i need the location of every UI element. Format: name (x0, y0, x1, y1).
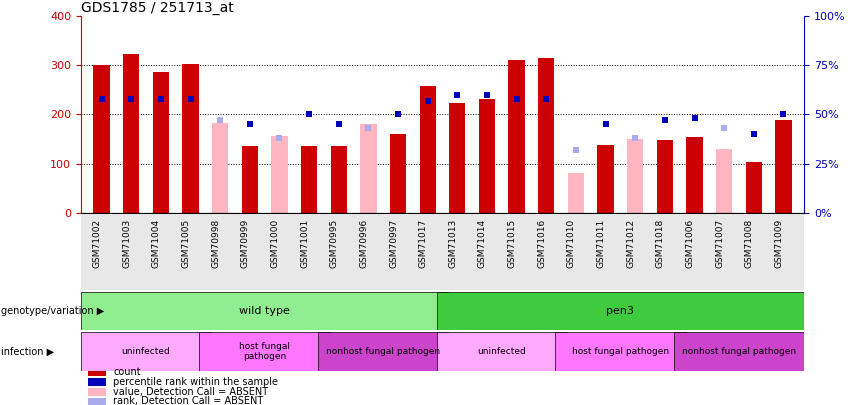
Bar (88, 388, 106, 396)
Bar (318, 332, 448, 371)
Bar (674, 332, 804, 371)
Text: GSM71003: GSM71003 (123, 218, 131, 268)
Text: GSM71006: GSM71006 (686, 218, 694, 268)
Bar (449, 102, 465, 213)
Bar (152, 72, 169, 213)
Text: uninfected: uninfected (477, 347, 526, 356)
Bar (687, 137, 703, 213)
Text: infection ▶: infection ▶ (1, 346, 54, 356)
Text: GSM70996: GSM70996 (359, 218, 368, 268)
Text: GSM71010: GSM71010 (567, 218, 576, 268)
Text: count: count (113, 367, 141, 377)
Bar (88, 398, 106, 405)
Bar (775, 120, 791, 213)
Text: GSM71014: GSM71014 (478, 218, 487, 268)
Bar (390, 134, 406, 213)
Bar (182, 64, 198, 213)
Text: GSM71012: GSM71012 (626, 218, 635, 268)
Text: nonhost fungal pathogen: nonhost fungal pathogen (326, 347, 440, 356)
Text: GSM71016: GSM71016 (537, 218, 546, 268)
Text: GSM71002: GSM71002 (93, 218, 101, 268)
Bar (437, 292, 804, 330)
Bar (199, 332, 330, 371)
Text: GSM71001: GSM71001 (300, 218, 309, 268)
Bar (81, 292, 448, 330)
Bar (657, 140, 673, 213)
Text: host fungal pathogen: host fungal pathogen (572, 347, 669, 356)
Bar (597, 145, 614, 213)
Bar (94, 65, 110, 213)
Text: host fungal
pathogen: host fungal pathogen (239, 342, 290, 361)
Text: pen3: pen3 (607, 306, 634, 316)
Bar (212, 123, 228, 213)
Text: GSM71009: GSM71009 (774, 218, 784, 268)
Bar (479, 99, 495, 213)
Bar (360, 124, 376, 213)
Text: GSM70997: GSM70997 (389, 218, 398, 268)
Bar (555, 332, 686, 371)
Text: GSM71008: GSM71008 (745, 218, 754, 268)
Bar (330, 146, 347, 213)
Bar (420, 86, 436, 213)
Bar (242, 146, 258, 213)
Text: GSM70999: GSM70999 (241, 218, 250, 268)
Text: GSM71011: GSM71011 (597, 218, 606, 268)
Text: value, Detection Call = ABSENT: value, Detection Call = ABSENT (113, 387, 269, 396)
Bar (437, 332, 567, 371)
Bar (301, 146, 317, 213)
Text: uninfected: uninfected (122, 347, 170, 356)
Bar (538, 58, 555, 213)
Text: nonhost fungal pathogen: nonhost fungal pathogen (682, 347, 796, 356)
Text: GSM71015: GSM71015 (508, 218, 517, 268)
Text: GSM71004: GSM71004 (151, 218, 161, 268)
Bar (509, 60, 525, 213)
Text: GSM71017: GSM71017 (419, 218, 428, 268)
Text: GSM70998: GSM70998 (211, 218, 220, 268)
Bar (568, 173, 584, 213)
Bar (745, 162, 762, 213)
Text: GSM71018: GSM71018 (656, 218, 665, 268)
Text: GSM70995: GSM70995 (329, 218, 339, 268)
Text: GSM71005: GSM71005 (181, 218, 191, 268)
Text: GDS1785 / 251713_at: GDS1785 / 251713_at (81, 1, 233, 15)
Bar (271, 136, 288, 213)
Text: rank, Detection Call = ABSENT: rank, Detection Call = ABSENT (113, 396, 264, 405)
Text: wild type: wild type (239, 306, 290, 316)
Text: GSM71007: GSM71007 (715, 218, 724, 268)
Bar (88, 379, 106, 386)
Bar (88, 369, 106, 376)
Bar (716, 149, 733, 213)
Text: genotype/variation ▶: genotype/variation ▶ (1, 306, 104, 316)
Text: GSM71000: GSM71000 (271, 218, 279, 268)
Bar (123, 54, 140, 213)
Bar (81, 332, 211, 371)
Text: percentile rank within the sample: percentile rank within the sample (113, 377, 278, 387)
Bar (627, 139, 643, 213)
Text: GSM71013: GSM71013 (448, 218, 457, 268)
